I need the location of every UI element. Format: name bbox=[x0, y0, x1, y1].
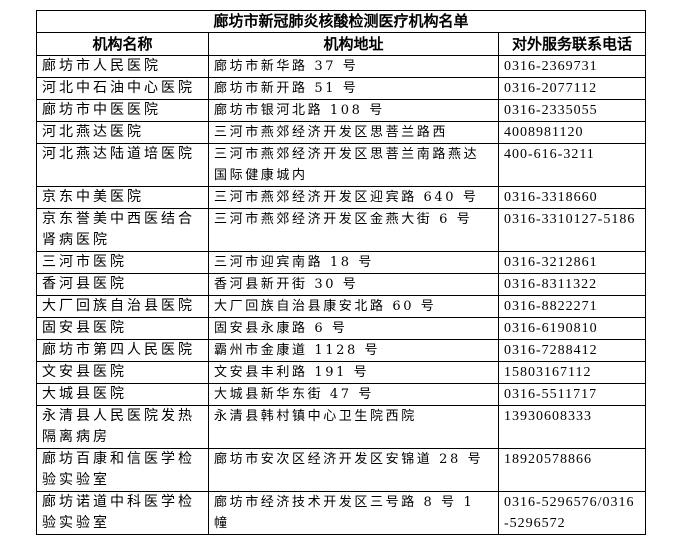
table-row: 大城县医院 大城县新华东街 47 号 0316-5511717 bbox=[36, 383, 646, 406]
table-cell: 廊坊市中医医院 bbox=[36, 99, 209, 122]
table-row: 文安县医院 文安县丰利路 191 号 15803167112 bbox=[36, 361, 646, 384]
table-cell: 廊坊市人民医院 bbox=[36, 55, 209, 78]
column-header: 机构地址 bbox=[208, 32, 499, 56]
table-cell: 0316-5296576/0316-5296572 bbox=[498, 491, 646, 535]
table-cell: 13930608333 bbox=[498, 405, 646, 449]
table-cell: 0316-6190810 bbox=[498, 317, 646, 340]
table-cell: 0316-3318660 bbox=[498, 186, 646, 209]
table-cell: 大厂回族自治县医院 bbox=[36, 295, 209, 318]
table-cell: 京东中美医院 bbox=[36, 186, 209, 209]
table-cell: 三河市燕郊经济开发区迎宾路 640 号 bbox=[208, 186, 499, 209]
table-cell: 文安县医院 bbox=[36, 361, 209, 384]
table-cell: 0316-2369731 bbox=[498, 55, 646, 78]
table-cell: 廊坊市经济技术开发区三号路 8 号 1 幢 bbox=[208, 491, 499, 535]
table-row: 三河市医院 三河市迎宾南路 18 号 0316-3212861 bbox=[36, 251, 646, 274]
table-row: 大厂回族自治县医院 大厂回族自治县康安北路 60 号 0316-8822271 bbox=[36, 295, 646, 318]
table-row: 河北燕达陆道培医院 三河市燕郊经济开发区思菩兰南路燕达国际健康城内 400-616-… bbox=[36, 143, 646, 187]
title-row: 廊坊市新冠肺炎核酸检测医疗机构名单 bbox=[36, 10, 646, 33]
table-cell: 固安县医院 bbox=[36, 317, 209, 340]
table-row: 京东中美医院 三河市燕郊经济开发区迎宾路 640 号 0316-3318660 bbox=[36, 186, 646, 209]
table-row: 廊坊市人民医院 廊坊市新华路 37 号 0316-2369731 bbox=[36, 55, 646, 78]
table-cell: 河北燕达陆道培医院 bbox=[36, 143, 209, 187]
table-row: 河北中石油中心医院 廊坊市新开路 51 号 0316-2077112 bbox=[36, 77, 646, 100]
table-cell: 廊坊百康和信医学检验实验室 bbox=[36, 448, 209, 492]
table-cell: 香河县新开街 30 号 bbox=[208, 273, 499, 296]
table-cell: 0316-8822271 bbox=[498, 295, 646, 318]
table-cell: 大厂回族自治县康安北路 60 号 bbox=[208, 295, 499, 318]
table-cell: 大城县医院 bbox=[36, 383, 209, 406]
institution-table: 廊坊市新冠肺炎核酸检测医疗机构名单 机构名称 机构地址 对外服务联系电话 廊坊市人民医… bbox=[36, 10, 646, 535]
table-cell: 廊坊市安次区经济开发区安锦道 28 号 bbox=[208, 448, 499, 492]
table-cell: 4008981120 bbox=[498, 121, 646, 144]
table-cell: 固安县永康路 6 号 bbox=[208, 317, 499, 340]
table-row: 固安县医院 固安县永康路 6 号 0316-6190810 bbox=[36, 317, 646, 340]
table-row: 廊坊市中医医院 廊坊市银河北路 108 号 0316-2335055 bbox=[36, 99, 646, 122]
table-cell: 霸州市金康道 1128 号 bbox=[208, 339, 499, 362]
table-cell: 三河市迎宾南路 18 号 bbox=[208, 251, 499, 274]
table-cell: 三河市燕郊经济开发区金燕大街 6 号 bbox=[208, 208, 499, 252]
table-cell: 0316-3310127-5186 bbox=[498, 208, 646, 252]
table-row: 京东誉美中西医结合肾病医院 三河市燕郊经济开发区金燕大街 6 号 0316-3310… bbox=[36, 208, 646, 252]
table-row: 永清县人民医院发热隔离病房 永清县韩村镇中心卫生院西院 13930608333 bbox=[36, 405, 646, 449]
table-cell: 文安县丰利路 191 号 bbox=[208, 361, 499, 384]
table-cell: 京东誉美中西医结合肾病医院 bbox=[36, 208, 209, 252]
table-cell: 0316-3212861 bbox=[498, 251, 646, 274]
table-cell: 廊坊市新开路 51 号 bbox=[208, 77, 499, 100]
table-title: 廊坊市新冠肺炎核酸检测医疗机构名单 bbox=[36, 10, 646, 33]
table-row: 廊坊市第四人民医院 霸州市金康道 1128 号 0316-7288412 bbox=[36, 339, 646, 362]
table-cell: 三河市医院 bbox=[36, 251, 209, 274]
header-row: 机构名称 机构地址 对外服务联系电话 bbox=[36, 32, 646, 56]
table-row: 廊坊百康和信医学检验实验室 廊坊市安次区经济开发区安锦道 28 号 18920578… bbox=[36, 448, 646, 492]
table-row: 河北燕达医院 三河市燕郊经济开发区思菩兰路西 4008981120 bbox=[36, 121, 646, 144]
table-row: 香河县医院 香河县新开街 30 号 0316-8311322 bbox=[36, 273, 646, 296]
table-cell: 香河县医院 bbox=[36, 273, 209, 296]
table-cell: 河北燕达医院 bbox=[36, 121, 209, 144]
table-cell: 廊坊市新华路 37 号 bbox=[208, 55, 499, 78]
table-cell: 18920578866 bbox=[498, 448, 646, 492]
column-header: 对外服务联系电话 bbox=[498, 32, 646, 56]
table-cell: 大城县新华东街 47 号 bbox=[208, 383, 499, 406]
table-cell: 0316-8311322 bbox=[498, 273, 646, 296]
table-cell: 15803167112 bbox=[498, 361, 646, 384]
table-cell: 三河市燕郊经济开发区思菩兰路西 bbox=[208, 121, 499, 144]
table-cell: 0316-5511717 bbox=[498, 383, 646, 406]
table-cell: 永清县韩村镇中心卫生院西院 bbox=[208, 405, 499, 449]
table-cell: 河北中石油中心医院 bbox=[36, 77, 209, 100]
table-row: 廊坊诺道中科医学检验实验室 廊坊市经济技术开发区三号路 8 号 1 幢 0316-5… bbox=[36, 491, 646, 535]
table-cell: 0316-7288412 bbox=[498, 339, 646, 362]
table-cell: 永清县人民医院发热隔离病房 bbox=[36, 405, 209, 449]
column-header: 机构名称 bbox=[36, 32, 209, 56]
table-cell: 400-616-3211 bbox=[498, 143, 646, 187]
table-cell: 0316-2077112 bbox=[498, 77, 646, 100]
table-cell: 廊坊市银河北路 108 号 bbox=[208, 99, 499, 122]
table-cell: 廊坊市第四人民医院 bbox=[36, 339, 209, 362]
table-cell: 0316-2335055 bbox=[498, 99, 646, 122]
table-cell: 廊坊诺道中科医学检验实验室 bbox=[36, 491, 209, 535]
table-cell: 三河市燕郊经济开发区思菩兰南路燕达国际健康城内 bbox=[208, 143, 499, 187]
